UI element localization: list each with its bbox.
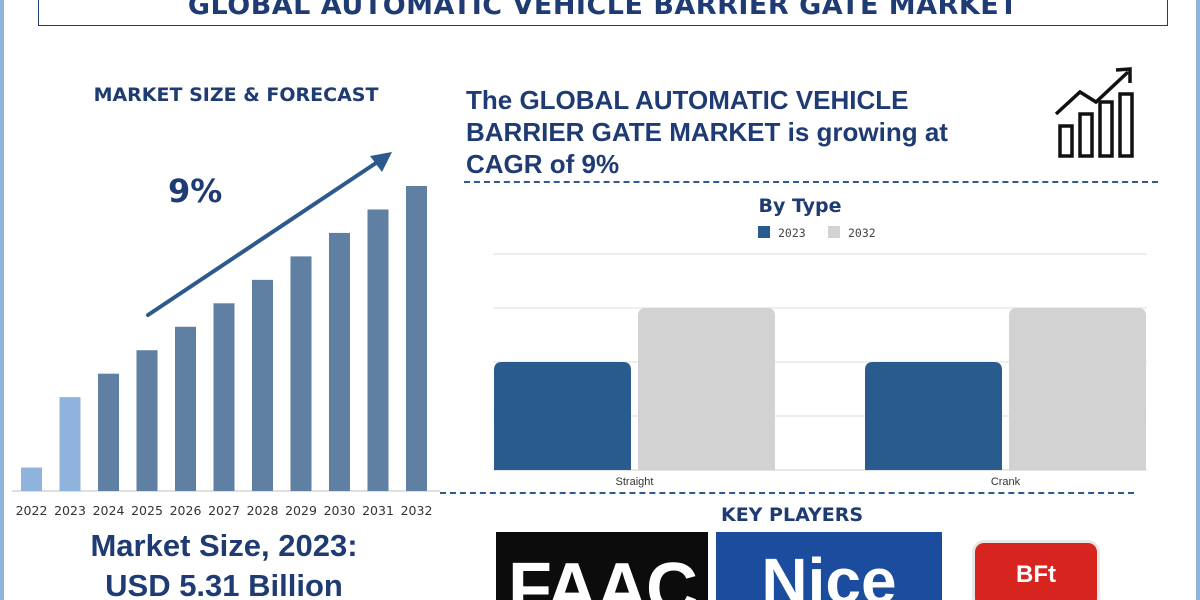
market-size-label: Market Size, 2023: [90, 528, 358, 563]
market-forecast-chart: 2022 2023 2024 2025 2026 2027 2028 2029 2030 2031… [12, 152, 440, 518]
cagr-annotation: 9% [168, 172, 223, 210]
nice-logo: Nice [716, 532, 942, 600]
forecast-bar-2030 [329, 232, 350, 491]
year-tick-label: 2026 [170, 503, 202, 518]
year-tick-label: 2029 [285, 503, 317, 518]
forecast-bar-2024 [98, 373, 119, 491]
forecast-bar-2029 [290, 256, 312, 491]
year-tick-label: 2030 [324, 503, 356, 518]
forecast-bar-2027 [213, 303, 235, 491]
key-players-heading: KEY PLAYERS [720, 504, 864, 526]
year-tick-label: 2025 [131, 503, 163, 518]
bar-straight-2032 [638, 308, 775, 470]
forecast-bar-2026 [175, 326, 196, 491]
faac-logo-text: FAAC [508, 549, 698, 600]
category-label-crank: Crank [991, 476, 1021, 488]
faac-logo: FAAC [496, 532, 708, 600]
market-size-forecast-heading: MARKET SIZE & FORECAST [93, 84, 379, 106]
section-divider-bottom [440, 492, 1134, 494]
growth-chart-icon [1054, 67, 1134, 158]
right-edge-stripe [1196, 0, 1200, 600]
year-tick-label: 2022 [16, 503, 48, 518]
page-title: GLOBAL AUTOMATIC VEHICLE BARRIER GATE MA… [187, 0, 1019, 21]
nice-logo-text: Nice [761, 545, 897, 600]
category-label-straight: Straight [616, 476, 654, 488]
year-tick-label: 2027 [208, 503, 240, 518]
legend-label-2023: 2023 [778, 226, 806, 240]
bft-logo-tile: BFt [972, 540, 1100, 600]
forecast-bar-2025 [136, 350, 158, 491]
bar-crank-2032 [1009, 308, 1146, 470]
year-tick-label: 2023 [54, 503, 86, 518]
left-edge-stripe [0, 0, 4, 600]
title-banner: GLOBAL AUTOMATIC VEHICLE BARRIER GATE MA… [38, 0, 1168, 26]
year-tick-label: 2031 [362, 503, 394, 518]
bar-straight-2023 [494, 362, 631, 470]
forecast-bar-2028 [252, 279, 273, 491]
market-size-value: USD 5.31 Billion [105, 568, 343, 600]
cagr-headline: The GLOBAL AUTOMATIC VEHICLE BARRIER GAT… [466, 85, 948, 179]
bar-crank-2023 [865, 362, 1002, 470]
legend-swatch-2023 [758, 226, 770, 238]
by-type-chart-title: By Type [758, 195, 841, 217]
trend-arrow-head [370, 152, 392, 172]
forecast-bar-2032 [406, 186, 427, 491]
legend-label-2032: 2032 [848, 226, 876, 240]
forecast-bar-2022 [21, 467, 42, 491]
forecast-bar-2023 [59, 397, 81, 491]
trend-arrow-line [146, 157, 384, 317]
forecast-bar-2031 [367, 209, 389, 491]
year-tick-label: 2032 [401, 503, 433, 518]
year-tick-label: 2024 [93, 503, 125, 518]
section-divider-top [464, 181, 1158, 183]
by-type-chart: By Type 2023 2032 Straight Crank [493, 195, 1147, 488]
market-size-summary: Market Size, 2023: USD 5.31 Billion [14, 526, 434, 600]
legend-swatch-2032 [828, 226, 840, 238]
bft-logo-text: BFt [1016, 561, 1056, 588]
bft-logo: BFt [950, 532, 1122, 600]
year-tick-label: 2028 [247, 503, 279, 518]
